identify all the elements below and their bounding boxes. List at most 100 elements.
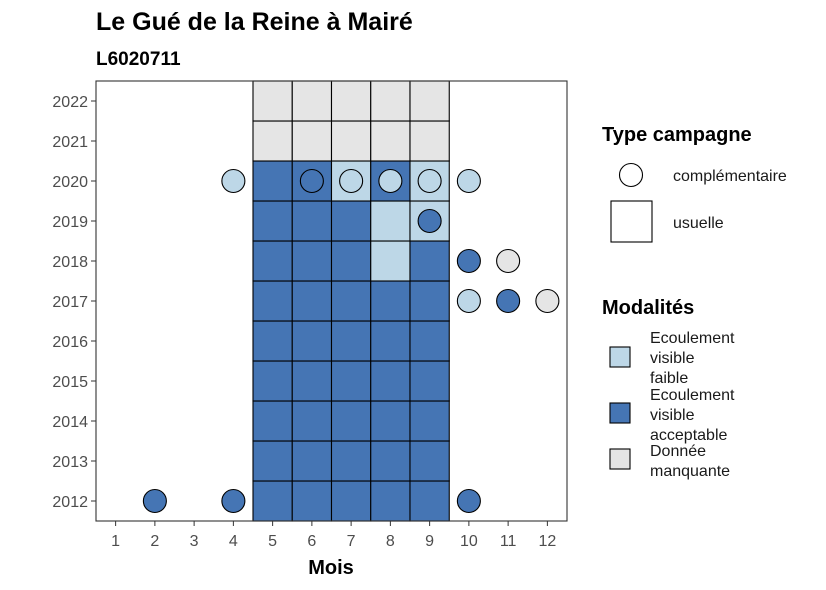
tile-2014-7: [330, 400, 372, 442]
tile-2020-5: [252, 160, 293, 202]
legend-label-line: Ecoulement: [650, 387, 735, 404]
tile-2021-7: [330, 120, 372, 162]
tile-2014-9: [409, 400, 450, 442]
tile-2019-7: [330, 200, 372, 242]
tile-2014-8: [370, 400, 411, 442]
legend-label-line: manquante: [650, 463, 730, 480]
x-tick-label: 4: [229, 533, 238, 550]
legend-label-manquante: Donnée manquante: [650, 443, 730, 480]
y-tick-label: 2014: [52, 414, 88, 431]
point-2017-11: [496, 288, 521, 314]
legend-label-acceptable: Ecoulement visible acceptable: [650, 387, 735, 444]
y-tick-label: 2016: [52, 334, 88, 351]
legend-label-line: visible: [650, 407, 695, 424]
tile-2016-6: [291, 320, 333, 362]
x-tick-label: 10: [460, 533, 478, 550]
tile-2014-6: [291, 400, 333, 442]
x-tick-label: 6: [307, 533, 316, 550]
y-tick-label: 2018: [52, 254, 88, 271]
tile-2017-8: [370, 280, 411, 322]
tile-2015-5: [252, 360, 293, 402]
y-tick-label: 2012: [52, 494, 88, 511]
x-tick-label: 3: [190, 533, 199, 550]
tile-2013-8: [370, 440, 411, 482]
tile-2015-7: [330, 360, 372, 402]
tile-2015-8: [370, 360, 411, 402]
tile-2018-7: [330, 240, 372, 282]
legend-modalites: Modalités Ecoulement visible faibleEcoulem…: [602, 297, 735, 480]
tile-2013-9: [409, 440, 450, 482]
tile-2018-5: [252, 240, 293, 282]
tile-2019-5: [252, 200, 293, 242]
legend-label-line: visible: [650, 350, 695, 367]
tile-2021-8: [370, 120, 411, 162]
point-2012-10: [456, 488, 481, 514]
point-2012-2: [142, 488, 167, 514]
point-2020-9: [417, 168, 442, 194]
x-tick-label: 1: [111, 533, 120, 550]
point-2018-11: [496, 248, 521, 274]
legend-label-complementaire: complémentaire: [673, 168, 787, 185]
y-tick-label: 2015: [52, 374, 88, 391]
tile-2015-6: [291, 360, 333, 402]
tile-2012-8: [370, 480, 411, 522]
tile-2013-7: [330, 440, 372, 482]
legend-key-manquante: [609, 448, 631, 470]
tile-2019-8: [370, 200, 411, 242]
x-tick-label: 2: [150, 533, 159, 550]
legend-label-faible: Ecoulement visible faible: [650, 330, 735, 387]
tile-2021-5: [252, 120, 293, 162]
tile-2016-5: [252, 320, 293, 362]
tile-2012-9: [409, 480, 450, 522]
legend-key-acceptable: [609, 402, 631, 424]
tile-2015-9: [409, 360, 450, 402]
legend-modalites-title: Modalités: [602, 297, 694, 319]
tile-2017-7: [330, 280, 372, 322]
tile-2013-5: [252, 440, 293, 482]
legend-key-circle: [618, 162, 644, 188]
tile-2022-5: [252, 80, 293, 122]
tile-2016-7: [330, 320, 372, 362]
tile-2022-9: [409, 80, 450, 122]
chart-subtitle: L6020711: [96, 49, 181, 70]
tile-2021-9: [409, 120, 450, 162]
tile-2016-8: [370, 320, 411, 362]
tile-2022-8: [370, 80, 411, 122]
legend-type-campagne: Type campagne complémentaire usuelle: [602, 124, 787, 243]
tile-2017-5: [252, 280, 293, 322]
legend-label-usuelle: usuelle: [673, 215, 724, 232]
point-2012-4: [221, 488, 246, 514]
tile-2012-7: [330, 480, 372, 522]
point-2020-6: [299, 168, 324, 194]
x-tick-label: 7: [347, 533, 356, 550]
tile-2021-6: [291, 120, 333, 162]
y-tick-label: 2017: [52, 294, 88, 311]
tile-2018-8: [370, 240, 411, 282]
y-tick-label: 2019: [52, 214, 88, 231]
chart-title: Le Gué de la Reine à Mairé: [96, 8, 413, 36]
tile-2012-6: [291, 480, 333, 522]
tile-2022-6: [291, 80, 333, 122]
tile-2013-6: [291, 440, 333, 482]
legend-label-line: acceptable: [650, 427, 727, 444]
y-tick-label: 2013: [52, 454, 88, 471]
tile-2019-6: [291, 200, 333, 242]
legend-type-campagne-title: Type campagne: [602, 124, 752, 146]
tile-2016-9: [409, 320, 450, 362]
tile-2017-9: [409, 280, 450, 322]
x-tick-label: 8: [386, 533, 395, 550]
legend-label-line: Donnée: [650, 443, 706, 460]
point-2020-8: [378, 168, 403, 194]
legend-label-line: faible: [650, 370, 688, 387]
legend-label-line: Ecoulement: [650, 330, 735, 347]
y-tick-label: 2021: [52, 134, 88, 151]
y-tick-label: 2022: [52, 94, 88, 111]
plot-area: 1 2 3 4 5 6 7 8 9 10 11 122012201320142015201620172…: [52, 80, 568, 550]
tile-2012-5: [252, 480, 293, 522]
x-axis-title: Mois: [308, 557, 354, 579]
tile-2022-7: [330, 80, 372, 122]
point-2019-9: [417, 208, 442, 234]
x-tick-label: 9: [425, 533, 434, 550]
point-2020-4: [221, 168, 246, 194]
